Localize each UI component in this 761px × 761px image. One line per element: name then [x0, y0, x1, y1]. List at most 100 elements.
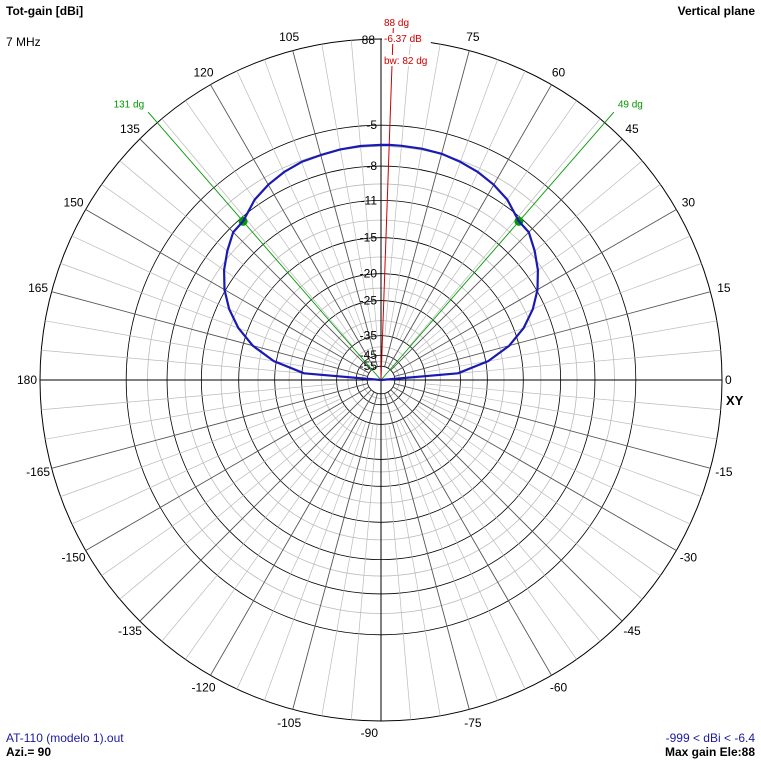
spoke-line — [424, 320, 717, 373]
spoke-line — [390, 138, 623, 371]
spoke-line — [422, 394, 702, 497]
spoke-line — [350, 424, 378, 720]
spoke-line — [85, 386, 370, 551]
spoke-line — [387, 84, 552, 369]
spoke-line — [422, 263, 702, 366]
spoke-line — [384, 50, 470, 367]
angle-tick-label: 135 — [120, 122, 140, 136]
spoke-line — [264, 421, 367, 701]
angle-tick-label: 120 — [193, 66, 213, 80]
ring-tick-label: -35 — [360, 329, 378, 343]
spoke-line — [421, 398, 691, 525]
spoke-line — [161, 118, 353, 347]
spoke-line — [210, 391, 375, 676]
frequency-label: 7 MHz — [6, 35, 41, 49]
beamwidth-line — [147, 111, 382, 381]
spoke-line — [409, 118, 601, 347]
spoke-line — [388, 44, 441, 337]
spoke-line — [406, 100, 577, 344]
spoke-line — [85, 209, 370, 374]
max-gain-elevation-label: 88 dg — [384, 18, 409, 29]
angle-tick-label: -60 — [550, 680, 568, 694]
beamwidth-label: 49 dg — [618, 100, 643, 111]
spoke-line — [414, 408, 643, 600]
spoke-line — [60, 394, 340, 497]
spoke-line — [394, 383, 711, 469]
plane-label: Vertical plane — [677, 4, 755, 18]
azimuth-label: Azi.= 90 — [6, 745, 52, 759]
angle-tick-label: -30 — [680, 551, 698, 565]
pattern-line — [223, 143, 539, 382]
angle-tick-label: -165 — [26, 465, 50, 479]
spoke-line — [384, 40, 412, 336]
spoke-line — [51, 291, 368, 377]
spoke-line — [41, 349, 337, 377]
spoke-line — [185, 100, 356, 344]
angle-tick-label: -135 — [118, 624, 142, 638]
angle-tick-label: 180 — [17, 373, 37, 387]
spoke-line — [387, 391, 552, 676]
ring-tick-label: -25 — [360, 294, 378, 308]
angle-tick-label: 150 — [64, 196, 84, 210]
spoke-line — [71, 398, 341, 525]
angle-tick-label: -150 — [62, 551, 86, 565]
spoke-line — [321, 44, 374, 337]
label-background — [382, 33, 431, 44]
spoke-line — [292, 50, 378, 367]
spoke-line — [101, 405, 345, 576]
spoke-line — [210, 84, 375, 369]
spoke-line — [292, 393, 378, 710]
spoke-line — [185, 416, 356, 660]
gain-range: -999 < dBi < -6.4 — [665, 731, 755, 745]
spoke-line — [350, 40, 378, 336]
spoke-line — [399, 420, 526, 690]
xy-axis-label: XY — [726, 393, 744, 408]
spoke-line — [139, 138, 372, 371]
angle-tick-label: -45 — [623, 624, 641, 638]
radiation-pattern — [223, 143, 539, 382]
angle-tick-label: 88 — [362, 33, 376, 47]
max-gain-line — [380, 19, 395, 381]
beamwidth-label: 131 dg — [114, 100, 145, 111]
angle-tick-label: 30 — [682, 196, 696, 210]
spoke-line — [236, 70, 363, 340]
spoke-line — [51, 383, 368, 469]
spoke-line — [41, 383, 337, 411]
chart-title: Tot-gain [dBi] — [6, 4, 84, 18]
spoke-line — [414, 160, 643, 352]
angle-tick-label: -15 — [715, 465, 733, 479]
label-background — [382, 17, 414, 28]
spoke-line — [45, 320, 338, 373]
max-gain-label: Max gain Ele:88 — [664, 745, 755, 759]
label-background — [382, 55, 437, 66]
angle-tick-label: 75 — [466, 30, 480, 44]
spoke-line — [392, 209, 677, 374]
spoke-line — [161, 413, 353, 642]
ring-tick-label: -15 — [360, 231, 378, 245]
polar-grid — [39, 38, 723, 722]
spoke-line — [424, 387, 717, 440]
spoke-line — [395, 59, 498, 339]
spoke-line — [119, 160, 348, 352]
spoke-line — [425, 383, 721, 411]
spoke-line — [119, 408, 348, 600]
spoke-line — [45, 387, 338, 440]
spoke-line — [409, 413, 601, 642]
angle-tick-label: 45 — [625, 122, 639, 136]
beamwidth-value-label: bw: 82 dg — [384, 56, 427, 67]
max-gain-value-label: -6.37 dB — [384, 34, 422, 45]
ring-tick-label: -8 — [366, 159, 377, 173]
angle-tick-label: 60 — [552, 66, 566, 80]
angle-tick-label: 105 — [279, 30, 299, 44]
angle-tick-label: -105 — [277, 716, 301, 730]
file-name: AT-110 (modelo 1).out — [6, 731, 124, 745]
spoke-line — [421, 235, 691, 362]
spoke-line — [425, 349, 721, 377]
spoke-line — [384, 393, 470, 710]
spoke-line — [321, 423, 374, 716]
spoke-line — [60, 263, 340, 366]
beamwidth-line — [380, 111, 615, 381]
spoke-line — [394, 291, 711, 377]
ring-tick-label: -20 — [360, 267, 378, 281]
